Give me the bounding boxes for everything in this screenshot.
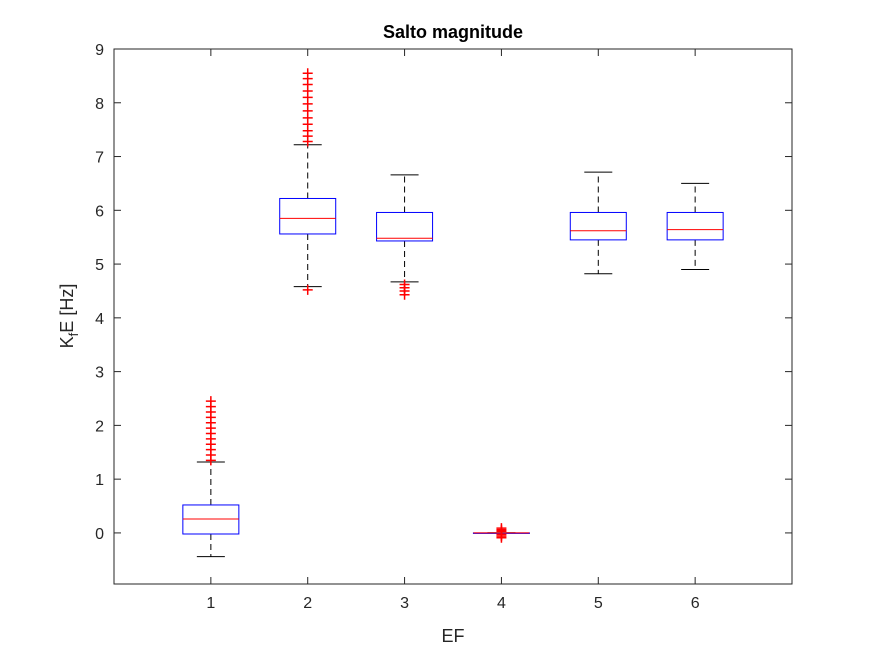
outlier-point (205, 396, 216, 407)
y-tick-label: 3 (95, 365, 104, 382)
y-tick-label: 6 (95, 203, 104, 220)
box-group-1 (182, 396, 240, 558)
x-tick-label: 6 (691, 595, 700, 612)
y-axis-label-main: K (57, 336, 77, 348)
box (279, 197, 337, 235)
outlier-point (399, 289, 410, 300)
x-tick-label: 2 (303, 595, 312, 612)
box (376, 211, 434, 242)
x-axis-label: EF (441, 626, 464, 646)
x-tick-label: 4 (497, 595, 506, 612)
box-group-2 (279, 68, 337, 295)
plot-area (113, 48, 793, 585)
box-series (182, 68, 724, 558)
y-tick-label: 5 (95, 257, 104, 274)
x-tick-label: 3 (400, 595, 409, 612)
y-tick-label: 4 (95, 311, 104, 328)
box (182, 504, 240, 535)
box (666, 211, 724, 241)
outlier-point (302, 68, 313, 79)
box-group-4 (472, 523, 530, 543)
y-axis: 0 1 2 3 4 5 6 7 8 9 (95, 42, 792, 543)
y-tick-label: 2 (95, 418, 104, 435)
y-tick-label: 0 (95, 526, 104, 543)
y-axis-label-subscript: f (66, 332, 81, 336)
box-group-5 (569, 171, 627, 275)
outlier-point (302, 284, 313, 295)
x-tick-label: 5 (594, 595, 603, 612)
y-tick-label: 1 (95, 472, 104, 489)
outlier-point (496, 523, 507, 534)
box-group-6 (666, 182, 724, 270)
box (569, 211, 627, 241)
y-tick-label: 9 (95, 42, 104, 59)
y-tick-label: 8 (95, 96, 104, 113)
x-tick-label: 1 (206, 595, 215, 612)
y-axis-label-rest: E [Hz] (57, 284, 77, 333)
box-group-3 (376, 174, 434, 300)
x-axis: 1 2 3 4 5 6 (206, 49, 700, 612)
y-tick-label: 7 (95, 150, 104, 167)
chart-title: Salto magnitude (383, 22, 523, 42)
y-axis-label: KfE [Hz] (57, 284, 81, 349)
